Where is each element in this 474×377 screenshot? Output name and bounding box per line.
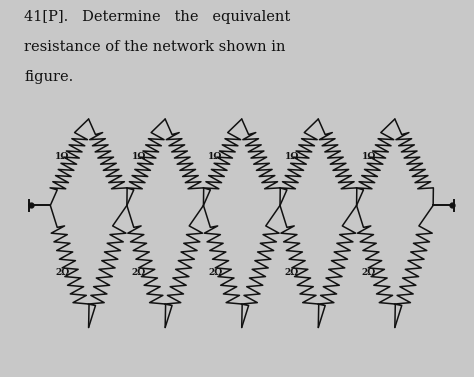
Text: 1Ω: 1Ω — [285, 152, 299, 161]
Text: 1Ω: 1Ω — [208, 152, 223, 161]
Text: figure.: figure. — [24, 70, 73, 84]
Text: resistance of the network shown in: resistance of the network shown in — [24, 40, 286, 54]
Text: 2Ω: 2Ω — [55, 268, 70, 277]
Text: 2Ω: 2Ω — [362, 268, 376, 277]
Text: 2Ω: 2Ω — [209, 268, 223, 277]
Text: 41[P].   Determine   the   equivalent: 41[P]. Determine the equivalent — [24, 10, 291, 24]
Text: 2Ω: 2Ω — [132, 268, 146, 277]
Text: 1Ω: 1Ω — [362, 152, 376, 161]
Text: 1Ω: 1Ω — [55, 152, 70, 161]
Text: 1Ω: 1Ω — [132, 152, 146, 161]
Text: 2Ω: 2Ω — [285, 268, 299, 277]
